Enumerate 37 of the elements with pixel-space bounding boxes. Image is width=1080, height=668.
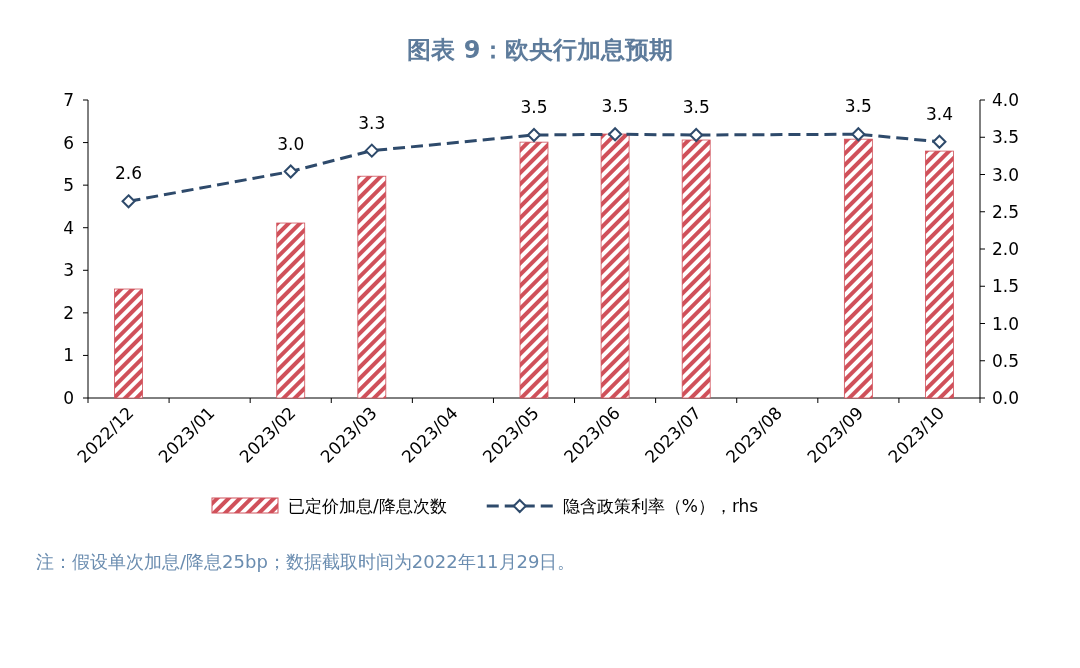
y-tick-label: 2 (63, 302, 74, 323)
y-tick-label: 4 (63, 217, 74, 238)
data-label: 3.0 (277, 133, 305, 154)
y-tick-label: 0 (63, 388, 74, 408)
bar (519, 141, 549, 399)
y2-tick-label: 1.0 (992, 313, 1020, 334)
y-tick-label: 5 (63, 175, 74, 196)
chart-title: 图表 9：欧央行加息预期 (407, 36, 673, 64)
y-tick-label: 1 (63, 345, 74, 366)
y-tick-label: 3 (63, 260, 74, 281)
data-label: 3.5 (520, 97, 548, 118)
legend-label: 隐含政策利率（%），rhs (562, 496, 759, 516)
bar (600, 133, 630, 399)
data-label: 3.5 (601, 96, 629, 117)
bar (276, 222, 306, 399)
y-tick-label: 6 (63, 132, 74, 153)
data-label: 3.4 (925, 103, 953, 124)
bar (843, 138, 873, 399)
y2-tick-label: 4.0 (992, 90, 1020, 110)
data-label: 3.5 (682, 97, 710, 118)
bar (681, 139, 711, 399)
y2-tick-label: 0.5 (992, 350, 1020, 371)
data-label: 3.5 (844, 96, 872, 117)
y2-tick-label: 2.0 (992, 239, 1020, 259)
y2-tick-label: 1.5 (992, 276, 1020, 297)
bar (357, 175, 387, 399)
y-tick-label: 7 (63, 90, 74, 110)
legend-label: 已定价加息/降息次数 (288, 496, 447, 516)
y2-tick-label: 3.0 (992, 164, 1020, 185)
y2-tick-label: 2.5 (992, 201, 1020, 222)
bar (925, 150, 954, 399)
y2-tick-label: 3.5 (992, 127, 1020, 148)
text: 注：假设单次加息/降息25bp；数据截取时间为2022年11月29日。 (36, 551, 576, 572)
y2-tick-label: 0.0 (992, 388, 1020, 408)
data-label: 3.3 (358, 112, 386, 133)
data-label: 2.6 (115, 163, 143, 184)
bar (114, 288, 143, 399)
